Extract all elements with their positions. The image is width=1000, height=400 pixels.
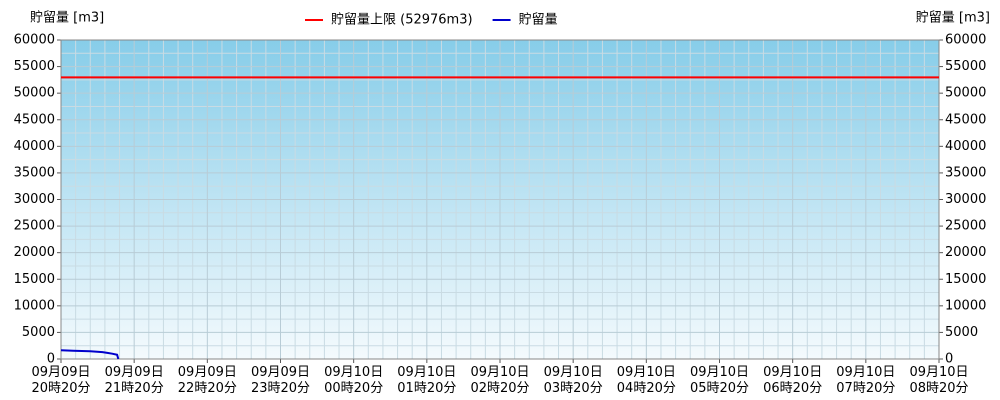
y2-tick-label: 15000 bbox=[945, 272, 986, 287]
x-tick-label-line: 01時20分 bbox=[397, 381, 456, 396]
y2-tick-label: 25000 bbox=[945, 219, 986, 234]
data-line bbox=[60, 349, 120, 360]
y2-tick-label: 5000 bbox=[945, 325, 978, 340]
y-tick-label: 10000 bbox=[14, 298, 55, 313]
y-tick-label: 5000 bbox=[22, 325, 55, 340]
y2-tick-label: 10000 bbox=[945, 298, 986, 313]
x-tick-label-line: 05時20分 bbox=[690, 381, 749, 396]
x-tick-label: 09月10日 00時20分 bbox=[324, 365, 383, 396]
y-tick-label: 45000 bbox=[14, 112, 55, 127]
x-tick-label-line: 09月10日 bbox=[690, 365, 749, 380]
x-tick-label: 09月10日 01時20分 bbox=[397, 365, 456, 396]
x-tick-label: 09月09日 20時20分 bbox=[31, 365, 90, 396]
x-tick-label: 09月10日 05時20分 bbox=[690, 365, 749, 396]
x-tick-label-line: 06時20分 bbox=[763, 381, 822, 396]
y-tick-label: 15000 bbox=[14, 272, 55, 287]
y2-axis-label: 貯留量 [m3] bbox=[916, 11, 990, 26]
y-tick-label: 0 bbox=[47, 352, 55, 367]
x-tick-label: 09月10日 07時20分 bbox=[836, 365, 895, 396]
y-tick-label: 60000 bbox=[14, 33, 55, 48]
x-tick-label-line: 09月10日 bbox=[324, 365, 383, 380]
x-tick-label-line: 20時20分 bbox=[31, 381, 90, 396]
legend-label: 貯留量 bbox=[519, 13, 558, 28]
x-tick-label-line: 09月10日 bbox=[544, 365, 603, 380]
y-tick-label: 30000 bbox=[14, 192, 55, 207]
legend-label: 貯留量上限 (52976m3) bbox=[331, 13, 473, 28]
y2-tick-label: 20000 bbox=[945, 245, 986, 260]
x-tick-label-line: 00時20分 bbox=[324, 381, 383, 396]
x-tick-label: 09月09日 23時20分 bbox=[251, 365, 310, 396]
x-tick-label: 09月10日 06時20分 bbox=[763, 365, 822, 396]
x-tick-label-line: 21時20分 bbox=[105, 381, 164, 396]
x-tick-label: 09月10日 08時20分 bbox=[909, 365, 968, 396]
x-tick-label-line: 09月09日 bbox=[178, 365, 237, 380]
x-tick-label-line: 23時20分 bbox=[251, 381, 310, 396]
y-axis-label: 貯留量 [m3] bbox=[30, 11, 104, 26]
y2-tick-label: 60000 bbox=[945, 33, 986, 48]
x-tick-label: 09月09日 22時20分 bbox=[178, 365, 237, 396]
y-tick-label: 50000 bbox=[14, 86, 55, 101]
x-tick-label-line: 04時20分 bbox=[617, 381, 676, 396]
x-tick-label: 09月10日 03時20分 bbox=[544, 365, 603, 396]
x-tick-label-line: 09月10日 bbox=[909, 365, 968, 380]
y2-tick-label: 30000 bbox=[945, 192, 986, 207]
x-tick-label-line: 09月10日 bbox=[617, 365, 676, 380]
y2-tick-label: 40000 bbox=[945, 139, 986, 154]
x-tick-label-line: 09月09日 bbox=[31, 365, 90, 380]
y-tick-label: 20000 bbox=[14, 245, 55, 260]
x-tick-label-line: 09月10日 bbox=[397, 365, 456, 380]
y-tick-label: 40000 bbox=[14, 139, 55, 154]
y2-tick-label: 45000 bbox=[945, 112, 986, 127]
x-tick-label-line: 09月10日 bbox=[836, 365, 895, 380]
x-tick-label-line: 09月09日 bbox=[251, 365, 310, 380]
x-tick-label: 09月10日 02時20分 bbox=[470, 365, 529, 396]
x-tick-label: 09月10日 04時20分 bbox=[617, 365, 676, 396]
y2-tick-label: 50000 bbox=[945, 86, 986, 101]
x-tick-label-line: 08時20分 bbox=[909, 381, 968, 396]
x-tick-label-line: 07時20分 bbox=[836, 381, 895, 396]
plot-border bbox=[60, 39, 940, 360]
x-tick-label-line: 02時20分 bbox=[470, 381, 529, 396]
y-tick-label: 35000 bbox=[14, 165, 55, 180]
y2-tick-label: 0 bbox=[945, 352, 953, 367]
x-tick-label-line: 09月10日 bbox=[470, 365, 529, 380]
y-tick-label: 55000 bbox=[14, 59, 55, 74]
x-tick-label: 09月09日 21時20分 bbox=[105, 365, 164, 396]
x-tick-label-line: 03時20分 bbox=[544, 381, 603, 396]
x-tick-label-line: 22時20分 bbox=[178, 381, 237, 396]
y-tick-label: 25000 bbox=[14, 219, 55, 234]
x-tick-label-line: 09月09日 bbox=[105, 365, 164, 380]
y2-tick-label: 35000 bbox=[945, 165, 986, 180]
x-tick-label-line: 09月10日 bbox=[763, 365, 822, 380]
y2-tick-label: 55000 bbox=[945, 59, 986, 74]
